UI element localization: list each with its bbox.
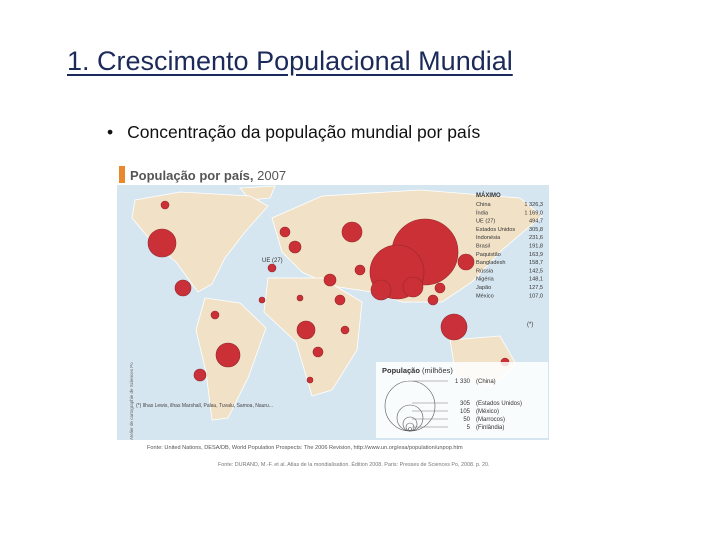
map-note: (*) Ilhas Lewis, ilhas Marshall, Palau, … bbox=[136, 403, 273, 409]
table-value: 148,1 bbox=[529, 277, 543, 283]
table-value: 142,5 bbox=[529, 268, 543, 274]
table-value: 494,7 bbox=[529, 219, 543, 225]
table-country: Rússia bbox=[476, 268, 494, 274]
table-country: México bbox=[476, 293, 494, 299]
legend-value: 1 330 bbox=[455, 379, 471, 385]
legend-country: (Marrocos) bbox=[476, 417, 505, 423]
eu-label: UE (27) bbox=[262, 258, 283, 264]
map-source: Fonte: United Nations, DESA/DB, World Po… bbox=[147, 445, 463, 451]
table-value: 127,5 bbox=[529, 285, 543, 291]
table-value: 163,9 bbox=[529, 252, 543, 258]
table-value: 305,8 bbox=[529, 227, 543, 233]
table-country: UE (27) bbox=[476, 219, 495, 225]
map-title: População por país, 2007 bbox=[130, 168, 286, 183]
population-bubbles bbox=[147, 200, 510, 384]
table-value: 1 169,0 bbox=[524, 210, 543, 216]
footnote-marker: (*) bbox=[527, 322, 533, 328]
table-country: Bangladesh bbox=[476, 260, 506, 266]
legend-title: População (milhões) bbox=[382, 366, 453, 375]
bullet: • Concentração da população mundial por p… bbox=[107, 122, 481, 142]
legend-circles bbox=[384, 380, 436, 432]
map-credit: Atelier de cartographie de Sciences Po bbox=[129, 362, 134, 440]
table-country: Indonésia bbox=[476, 235, 501, 241]
bullet-text: Concentração da população mundial por pa… bbox=[127, 122, 481, 142]
legend-value: 50 bbox=[463, 417, 470, 423]
legend-country: (Estados Unidos) bbox=[476, 401, 522, 407]
table-country: Brasil bbox=[476, 244, 490, 250]
table-country: Estados Unidos bbox=[476, 227, 515, 233]
table-heading: MÁXIMO bbox=[476, 192, 501, 199]
table-country: China bbox=[476, 202, 492, 208]
size-legend: População (milhões) 1 330 (China) 305 (Esta… bbox=[376, 362, 548, 438]
header-bar bbox=[119, 166, 125, 183]
table-value: 1 326,3 bbox=[524, 202, 543, 208]
table-country: Índia bbox=[476, 209, 489, 216]
legend-value: 5 bbox=[467, 425, 471, 431]
table-value: 191,8 bbox=[529, 244, 543, 250]
table-country: Japão bbox=[476, 285, 491, 291]
legend-value: 105 bbox=[460, 409, 471, 415]
map-source-2: Fonte: DURAND, M.-F. et al. Atlas de la … bbox=[218, 461, 489, 468]
legend-value: 305 bbox=[460, 401, 471, 407]
table-value: 158,7 bbox=[529, 260, 543, 266]
legend-country: (Finlândia) bbox=[476, 425, 504, 431]
legend-box bbox=[376, 362, 548, 438]
legend-country: (China) bbox=[476, 379, 496, 385]
table-value: 231,6 bbox=[529, 235, 543, 241]
legend-country: (México) bbox=[476, 409, 499, 415]
table-country: Nigéria bbox=[476, 277, 495, 283]
table-country: Paquistão bbox=[476, 252, 501, 258]
slide-title: 1. Crescimento Populacional Mundial bbox=[67, 46, 513, 76]
table-value: 107,0 bbox=[529, 293, 543, 299]
ranking-table: MÁXIMO China 1 326,3 Índia 1 169,0 UE (27) 49… bbox=[476, 192, 543, 299]
map-header bbox=[117, 163, 292, 185]
